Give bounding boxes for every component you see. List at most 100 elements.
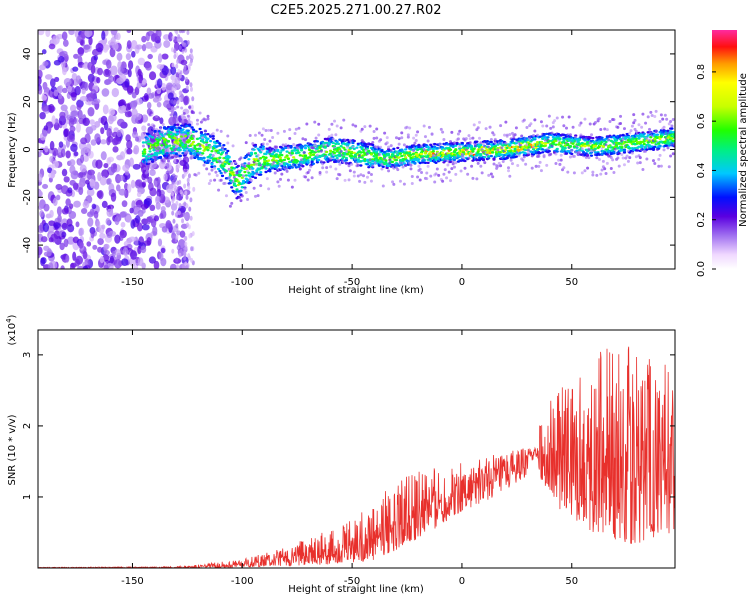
- heatmap-cell-1059: [186, 30, 190, 36]
- heatmap-cell-847: [61, 87, 68, 94]
- heatmap-cell-3919: [612, 134, 616, 137]
- heatmap-cell-3763: [586, 153, 590, 157]
- heatmap-cell-4280: [671, 131, 675, 134]
- heatmap-cell-2807: [429, 159, 433, 163]
- heatmap-cell-2139: [318, 171, 322, 175]
- heatmap-cell-2849: [435, 146, 439, 150]
- heatmap-cell-209: [116, 52, 123, 61]
- heatmap-cell-653: [141, 172, 147, 181]
- heatmap-cell-1734: [252, 148, 256, 151]
- heatmap-cell-1754: [255, 172, 259, 176]
- heatmap-cell-2456: [371, 143, 375, 147]
- heatmap-cell-3816: [595, 136, 599, 139]
- heatmap-cell-365: [57, 85, 62, 94]
- heatmap-cell-1275: [176, 159, 180, 163]
- heatmap-cell-1746: [253, 194, 257, 198]
- heatmap-cell-1787: [260, 133, 264, 137]
- heatmap-cell-799: [156, 78, 163, 89]
- heatmap-cell-2220: [332, 151, 337, 155]
- heatmap-cell-1652: [239, 173, 243, 177]
- heatmap-cell-590: [114, 249, 121, 256]
- heatmap-cell-359: [42, 84, 48, 91]
- heatmap-cell-1035: [187, 119, 191, 125]
- heatmap-cell-1067: [141, 144, 145, 148]
- heatmap-cell-1056: [177, 83, 181, 89]
- heatmap-cell-1776: [259, 171, 263, 174]
- heatmap-cell-2210: [330, 133, 334, 137]
- heatmap-cell-832: [93, 98, 101, 104]
- heatmap-cell-870: [55, 194, 61, 201]
- heatmap-cell-595: [107, 135, 114, 143]
- heatmap-cell-2963: [454, 172, 458, 176]
- heatmap-cell-1192: [162, 154, 167, 157]
- heatmap-cell-1090: [145, 176, 149, 180]
- heatmap-cell-638: [66, 134, 75, 142]
- heatmap-cell-587: [84, 81, 89, 91]
- heatmap-cell-1382: [194, 130, 198, 133]
- heatmap-cell-4268: [670, 135, 674, 138]
- heatmap-cell-132: [135, 44, 143, 50]
- heatmap-cell-865: [146, 216, 153, 223]
- heatmap-cell-1043: [173, 54, 177, 60]
- heatmap-cell-3467: [537, 154, 541, 158]
- heatmap-cell-1000: [179, 189, 183, 195]
- heatmap-cell-138: [49, 78, 56, 88]
- heatmap-cell-985: [171, 179, 175, 185]
- heatmap-cell-1167: [158, 155, 163, 159]
- heatmap-cell-1451: [205, 167, 209, 171]
- heatmap-cell-2322: [348, 169, 352, 173]
- heatmap-cell-1851: [271, 136, 275, 140]
- heatmap-cell-3794: [591, 173, 595, 177]
- heatmap-cell-3324: [514, 141, 519, 145]
- heatmap-cell-1683: [243, 164, 247, 168]
- heatmap-cell-603: [79, 95, 88, 102]
- heatmap-cell-1881: [276, 148, 280, 152]
- heatmap-cell-2874: [439, 127, 443, 131]
- colorbar-tick-label-4: 0.8: [696, 64, 707, 80]
- heatmap-cell-3167: [488, 150, 492, 153]
- heatmap-cell-2093: [311, 162, 316, 165]
- heatmap-cell-279: [110, 65, 118, 76]
- heatmap-cell-3238: [500, 139, 504, 143]
- heatmap-cell-1104: [148, 135, 152, 138]
- heatmap-cell-3809: [593, 144, 598, 147]
- heatmap-cell-541: [152, 226, 158, 236]
- heatmap-cell-573: [134, 136, 140, 142]
- heatmap-cell-4234: [663, 113, 667, 117]
- heatmap-cell-623: [38, 76, 42, 86]
- heatmap-cell-978: [188, 233, 192, 239]
- heatmap-cell-1708: [248, 175, 252, 178]
- heatmap-cell-2386: [359, 173, 363, 177]
- heatmap-cell-3790: [591, 136, 595, 140]
- heatmap-cell-1432: [202, 146, 206, 149]
- heatmap-cell-2825: [431, 150, 435, 153]
- heatmap-cell-913: [189, 48, 193, 54]
- heatmap-cell-2750: [419, 148, 424, 151]
- heatmap-cell-2883: [441, 179, 445, 183]
- heatmap-cell-786: [65, 254, 70, 263]
- heatmap-cell-3503: [543, 142, 548, 146]
- heatmap-cell-748: [156, 63, 164, 70]
- heatmap-cell-1368: [191, 149, 196, 152]
- heatmap-cell-578: [161, 65, 169, 76]
- heatmap-cell-3385: [524, 152, 528, 155]
- heatmap-cell-55: [141, 35, 147, 43]
- heatmap-cell-1677: [243, 170, 247, 174]
- heatmap-cell-3435: [532, 133, 536, 137]
- heatmap-cell-3616: [562, 133, 566, 137]
- spectrogram-xtick-label-4: 50: [565, 277, 578, 288]
- heatmap-cell-1632: [235, 178, 239, 181]
- heatmap-cell-1291: [178, 157, 182, 161]
- heatmap-cell-2483: [375, 127, 379, 131]
- heatmap-cell-3987: [622, 127, 626, 131]
- heatmap-cell-714: [63, 128, 69, 138]
- heatmap-cell-1790: [261, 147, 265, 151]
- heatmap-cell-2789: [426, 161, 430, 165]
- heatmap-cell-962: [175, 257, 179, 263]
- heatmap-cell-340: [149, 187, 157, 197]
- heatmap-cell-3500: [543, 144, 548, 148]
- heatmap-cell-2666: [405, 145, 409, 149]
- heatmap-cell-931: [171, 230, 175, 236]
- heatmap-cell-1905: [280, 159, 284, 162]
- heatmap-cell-956: [187, 253, 191, 259]
